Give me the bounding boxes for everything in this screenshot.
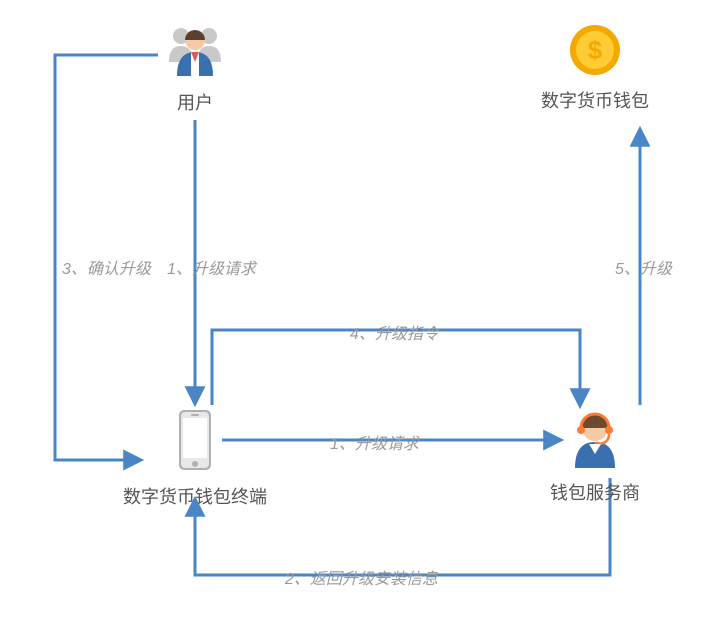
flowchart: 用户 $ 数字货币钱包 数字货币钱包终端	[0, 0, 715, 629]
coin-icon: $	[569, 24, 621, 76]
edge-label-1b: 1、升级请求	[330, 430, 419, 454]
edge-label-3: 3、确认升级	[62, 255, 151, 279]
node-terminal: 数字货币钱包终端	[175, 408, 215, 509]
node-wallet-label: 数字货币钱包	[539, 87, 651, 113]
phone-icon	[175, 408, 215, 472]
node-provider-label: 钱包服务商	[549, 479, 641, 505]
node-provider: 钱包服务商	[567, 408, 623, 505]
node-user-label: 用户	[161, 89, 229, 115]
users-icon	[161, 22, 229, 78]
edge-label-5: 5、升级	[615, 255, 672, 279]
node-wallet: $ 数字货币钱包	[569, 24, 621, 113]
svg-text:$: $	[588, 35, 603, 65]
edge-label-1a: 1、升级请求	[167, 255, 256, 279]
node-terminal-label: 数字货币钱包终端	[117, 483, 273, 509]
edge-label-4: 4、升级指令	[350, 320, 439, 344]
edge-label-2: 2、返回升级安装信息	[285, 565, 438, 589]
support-person-icon	[567, 408, 623, 468]
node-user: 用户	[161, 22, 229, 115]
